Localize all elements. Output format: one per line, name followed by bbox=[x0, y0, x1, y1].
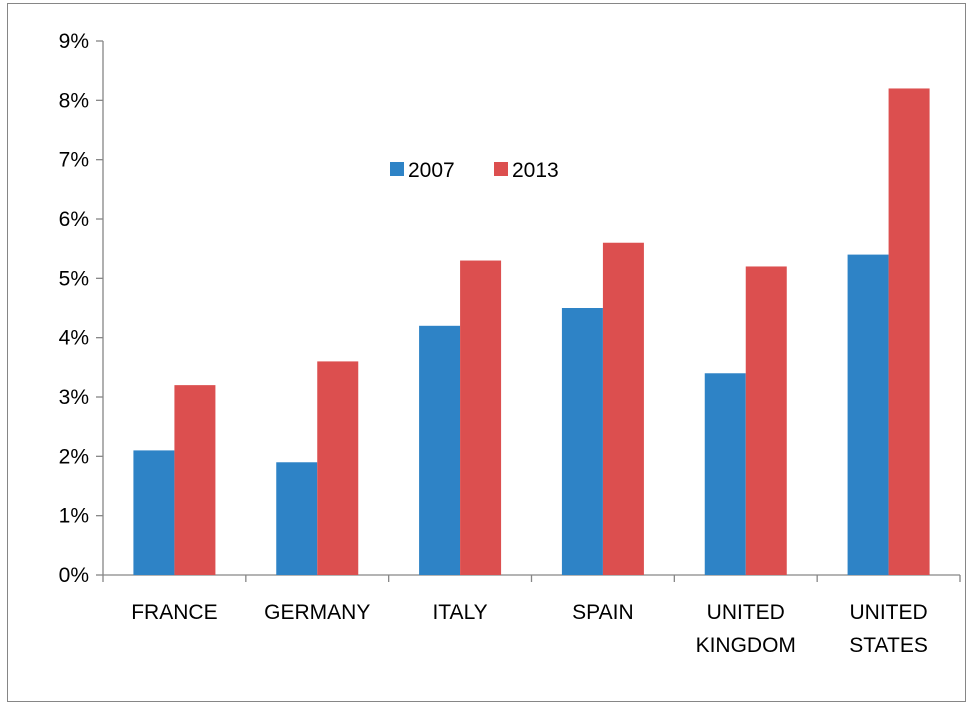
x-category-label-line: UNITED bbox=[707, 601, 785, 624]
bars bbox=[133, 88, 930, 575]
y-axis: 0% 1% 2% 3% 4% 5% 6% 7% 8% 9% bbox=[59, 30, 104, 587]
bar-2007-2 bbox=[419, 325, 461, 575]
bar-2007-1 bbox=[276, 462, 318, 575]
x-category-label-line: GERMANY bbox=[264, 601, 370, 624]
y-tick-label: 0% bbox=[59, 564, 89, 587]
x-category-label: ITALY bbox=[432, 601, 487, 624]
x-category-label: UNITED KINGDOM bbox=[696, 601, 796, 657]
y-tick-label: 6% bbox=[59, 208, 89, 231]
bar-2007-5 bbox=[847, 254, 889, 575]
y-tick-label: 2% bbox=[59, 445, 89, 468]
bar-2013-3 bbox=[602, 242, 644, 575]
x-category-label: SPAIN bbox=[572, 601, 633, 624]
x-category-label: FRANCE bbox=[131, 601, 217, 624]
x-category-label-line: FRANCE bbox=[131, 601, 217, 624]
x-category-label-line: ITALY bbox=[432, 601, 487, 624]
legend-label-2007: 2007 bbox=[408, 159, 455, 182]
y-tick-label: 4% bbox=[59, 327, 89, 350]
y-tick-label: 7% bbox=[59, 149, 89, 172]
bar-2013-2 bbox=[460, 260, 502, 575]
x-category-label: UNITED STATES bbox=[849, 601, 928, 657]
bar-2007-4 bbox=[704, 373, 746, 575]
bar-2007-0 bbox=[133, 450, 175, 575]
bar-2013-0 bbox=[174, 385, 216, 575]
legend-swatch-2013 bbox=[494, 162, 508, 176]
bar-2013-4 bbox=[745, 266, 787, 575]
x-axis: FRANCE GERMANY ITALY SPAIN UNITED KINGDOMUNIT… bbox=[102, 574, 961, 657]
bar-2013-1 bbox=[317, 361, 359, 575]
legend: 2007 2013 bbox=[390, 159, 559, 182]
legend-swatch-2007 bbox=[390, 162, 404, 176]
x-category-label-line: SPAIN bbox=[572, 601, 633, 624]
legend-label-2013: 2013 bbox=[512, 159, 559, 182]
x-category-label-line: STATES bbox=[849, 634, 928, 657]
bar-2007-3 bbox=[561, 308, 603, 575]
x-category-label-line: UNITED bbox=[849, 601, 927, 624]
y-tick-label: 8% bbox=[59, 89, 89, 112]
y-tick-label: 5% bbox=[59, 267, 89, 290]
bar-2013-5 bbox=[888, 88, 930, 575]
x-category-label-line: KINGDOM bbox=[696, 634, 796, 657]
y-tick-label: 3% bbox=[59, 386, 89, 409]
y-tick-label: 9% bbox=[59, 30, 89, 53]
x-category-label: GERMANY bbox=[264, 601, 370, 624]
y-tick-label: 1% bbox=[59, 505, 89, 528]
